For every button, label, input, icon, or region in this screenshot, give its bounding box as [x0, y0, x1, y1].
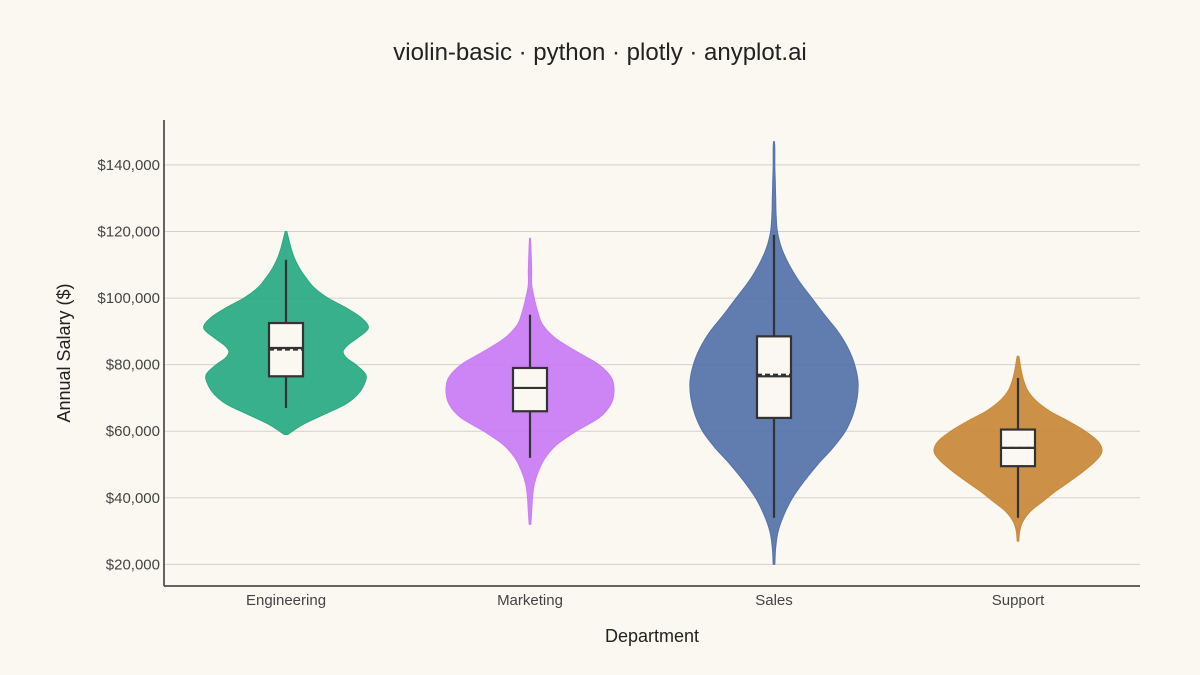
x-tick-label: Support — [992, 592, 1045, 609]
x-axis-label: Department — [605, 626, 699, 646]
y-tick-labels: $20,000 $40,000 $60,000 $80,000 $100,000 $120… — [97, 157, 160, 573]
violins — [203, 141, 1103, 565]
y-tick-label: $60,000 — [106, 423, 160, 440]
violin-marketing — [445, 237, 615, 525]
violin-sales — [689, 141, 859, 565]
y-tick-label: $120,000 — [97, 224, 160, 241]
y-tick-label: $40,000 — [106, 490, 160, 507]
y-axis-label: Annual Salary ($) — [54, 283, 74, 422]
y-tick-label: $100,000 — [97, 290, 160, 307]
y-tick-label: $80,000 — [106, 357, 160, 374]
y-tick-label: $140,000 — [97, 157, 160, 174]
x-tick-labels: Engineering Marketing Sales Support — [246, 592, 1045, 609]
chart-title: violin-basic · python · plotly · anyplot… — [393, 39, 807, 66]
x-tick-label: Engineering — [246, 592, 326, 609]
iqr-box — [511, 366, 549, 413]
x-tick-label: Sales — [755, 592, 793, 609]
violin-engineering — [203, 231, 369, 435]
y-tick-label: $20,000 — [106, 556, 160, 573]
x-tick-label: Marketing — [497, 592, 563, 609]
violin-support — [933, 355, 1103, 542]
